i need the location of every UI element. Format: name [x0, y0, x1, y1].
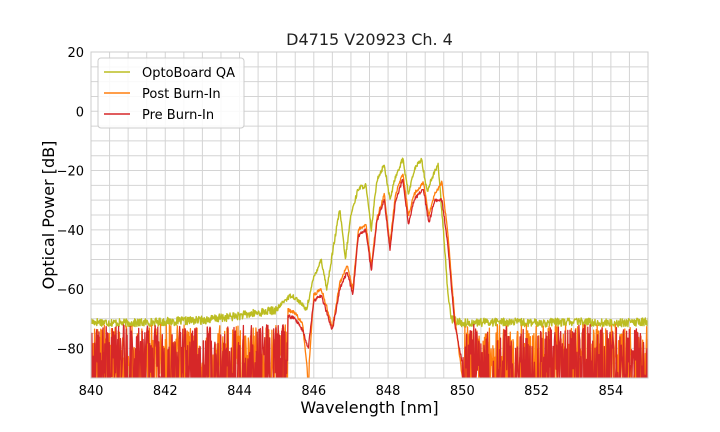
- legend-label: Post Burn-In: [142, 87, 221, 102]
- y-tick-label: 0: [76, 105, 84, 120]
- plot-frame: [90, 51, 649, 379]
- x-tick-label: 852: [524, 384, 549, 399]
- series-line-pre-burn-in: [91, 178, 648, 378]
- series-line-optoboard-qa: [91, 157, 648, 328]
- legend-box: [97, 57, 245, 129]
- tick-labels: 840 842 844 846 848 850 852 854 20 0 −20 −40 −60 −80: [57, 46, 624, 399]
- y-tick-label: −60: [57, 283, 84, 298]
- y-tick-label: 20: [67, 46, 84, 61]
- chart-title: D4715 V20923 Ch. 4: [286, 30, 453, 49]
- x-tick-label: 854: [598, 384, 623, 399]
- y-tick-label: −40: [57, 224, 84, 239]
- y-tick-label: −80: [57, 342, 84, 357]
- series-layer: [91, 157, 648, 378]
- legend: OptoBoard QA Post Burn-In Pre Burn-In: [97, 57, 245, 129]
- legend-label: OptoBoard QA: [142, 66, 235, 81]
- x-tick-label: 842: [153, 384, 178, 399]
- legend-label: Pre Burn-In: [142, 108, 214, 123]
- x-axis-title: Wavelength [nm]: [300, 398, 438, 417]
- x-tick-label: 844: [227, 384, 252, 399]
- x-tick-label: 840: [79, 384, 104, 399]
- x-tick-label: 850: [450, 384, 475, 399]
- y-axis-title: Optical Power [dB]: [39, 141, 58, 290]
- y-tick-label: −20: [57, 165, 84, 180]
- x-tick-label: 848: [376, 384, 401, 399]
- x-tick-label: 846: [301, 384, 326, 399]
